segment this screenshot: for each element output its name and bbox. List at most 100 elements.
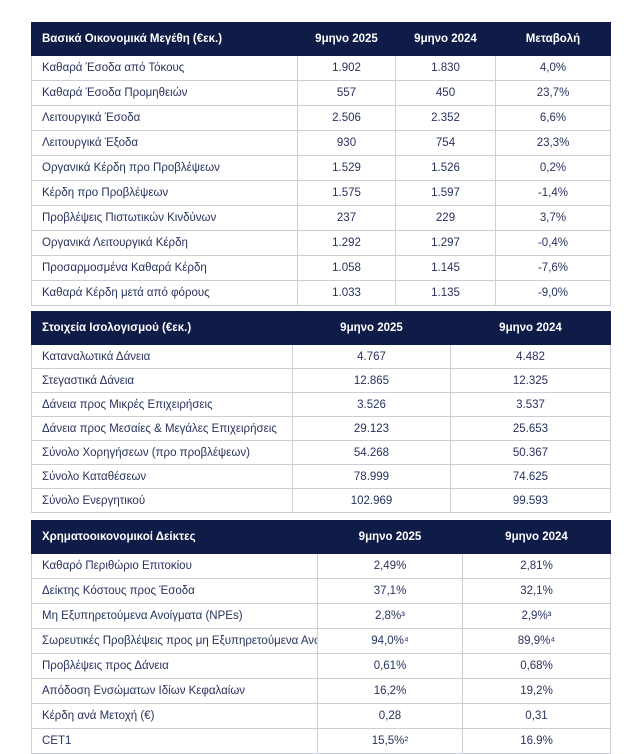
cell-9m2025: 37,1% — [317, 578, 463, 604]
row-label: Δάνεια προς Μεσαίες & Μεγάλες Επιχειρήσε… — [31, 416, 293, 441]
cell-9m2024: 16.9% — [462, 728, 611, 754]
table-row: Δείκτης Κόστους προς Έσοδα 37,1% 32,1% — [31, 578, 611, 604]
row-label: Προβλέψεις προς Δάνεια — [31, 653, 318, 679]
table-row: Στεγαστικά Δάνεια 12.865 12.325 — [31, 368, 611, 393]
cell-9m2025: 94,0%⁴ — [317, 628, 463, 654]
table-row: Σύνολο Ενεργητικού 102.969 99.593 — [31, 488, 611, 513]
cell-9m2025: 78.999 — [292, 464, 451, 489]
cell-9m2025: 12.865 — [292, 368, 451, 393]
row-label: Δείκτης Κόστους προς Έσοδα — [31, 578, 318, 604]
cell-9m2025: 2,49% — [317, 553, 463, 579]
table-row: CET1 15,5%² 16.9% — [31, 728, 611, 754]
table-row: Προβλέψεις Πιστωτικών Κινδύνων 237 229 3… — [31, 205, 611, 231]
table-spacer — [31, 513, 640, 520]
table-row: Καθαρά Έσοδα Προμηθειών 557 450 23,7% — [31, 80, 611, 106]
cell-9m2025: 0,61% — [317, 653, 463, 679]
row-label: Σύνολο Χορηγήσεων (προ προβλέψεων) — [31, 440, 293, 465]
row-label: Λειτουργικά Έσοδα — [31, 105, 298, 131]
cell-9m2024: 25.653 — [450, 416, 611, 441]
cell-9m2025: 54.268 — [292, 440, 451, 465]
row-label: Σύνολο Ενεργητικού — [31, 488, 293, 513]
cell-9m2024: 2,9%³ — [462, 603, 611, 629]
table-row: Λειτουργικά Έσοδα 2.506 2.352 6,6% — [31, 105, 611, 131]
cell-change: 4,0% — [495, 55, 611, 81]
cell-9m2024: 0,68% — [462, 653, 611, 679]
row-label: Σύνολο Καταθέσεων — [31, 464, 293, 489]
cell-9m2024: 1.526 — [395, 155, 496, 181]
table-title-financial-ratios: Χρηματοοικονομικοί Δείκτες — [31, 520, 318, 554]
cell-change: 23,7% — [495, 80, 611, 106]
cell-9m2025: 1.902 — [297, 55, 396, 81]
cell-9m2024: 2.352 — [395, 105, 496, 131]
cell-9m2025: 1.033 — [297, 280, 396, 306]
cell-9m2024: 450 — [395, 80, 496, 106]
column-header-9m2025: 9μηνο 2025 — [317, 520, 463, 554]
row-label: Οργανικά Λειτουργικά Κέρδη — [31, 230, 298, 256]
cell-9m2024: 2,81% — [462, 553, 611, 579]
row-label: Καθαρά Κέρδη μετά από φόρους — [31, 280, 298, 306]
cell-9m2024: 74.625 — [450, 464, 611, 489]
row-label: Δάνεια προς Μικρές Επιχειρήσεις — [31, 392, 293, 417]
table-row: Καθαρά Κέρδη μετά από φόρους 1.033 1.135… — [31, 280, 611, 306]
column-header-change: Μεταβολή — [495, 22, 611, 56]
cell-change: -1,4% — [495, 180, 611, 206]
column-header-9m2024: 9μηνο 2024 — [450, 311, 611, 345]
table-row: Δάνεια προς Μεσαίες & Μεγάλες Επιχειρήσε… — [31, 416, 611, 441]
cell-9m2025: 29.123 — [292, 416, 451, 441]
cell-9m2024: 12.325 — [450, 368, 611, 393]
cell-change: 0,2% — [495, 155, 611, 181]
table-balance-sheet: Στοιχεία Ισολογισμού (€εκ.) 9μηνο 2025 9… — [31, 311, 611, 513]
cell-change: 3,7% — [495, 205, 611, 231]
cell-9m2025: 1.058 — [297, 255, 396, 281]
table-row: Απόδοση Ενσώματων Ιδίων Κεφαλαίων 16,2% … — [31, 678, 611, 704]
column-header-9m2025: 9μηνο 2025 — [292, 311, 451, 345]
cell-9m2025: 2,8%³ — [317, 603, 463, 629]
cell-9m2025: 16,2% — [317, 678, 463, 704]
row-label: Καθαρά Έσοδα Προμηθειών — [31, 80, 298, 106]
row-label: Απόδοση Ενσώματων Ιδίων Κεφαλαίων — [31, 678, 318, 704]
cell-9m2024: 99.593 — [450, 488, 611, 513]
row-label: Καθαρά Έσοδα από Τόκους — [31, 55, 298, 81]
table-row: Κέρδη ανά Μετοχή (€) 0,28 0,31 — [31, 703, 611, 729]
table-row: Σωρευτικές Προβλέψεις προς μη Εξυπηρετού… — [31, 628, 611, 654]
table-financial-ratios: Χρηματοοικονομικοί Δείκτες 9μηνο 2025 9μ… — [31, 520, 611, 754]
cell-9m2024: 19,2% — [462, 678, 611, 704]
table-row: Κέρδη προ Προβλέψεων 1.575 1.597 -1,4% — [31, 180, 611, 206]
row-label: Οργανικά Κέρδη προ Προβλέψεων — [31, 155, 298, 181]
table-basic-financials: Βασικά Οικονομικά Μεγέθη (€εκ.) 9μηνο 20… — [31, 22, 611, 306]
cell-9m2025: 1.529 — [297, 155, 396, 181]
row-label: Προσαρμοσμένα Καθαρά Κέρδη — [31, 255, 298, 281]
cell-9m2024: 754 — [395, 130, 496, 156]
cell-9m2025: 15,5%² — [317, 728, 463, 754]
table-row: Καταναλωτικά Δάνεια 4.767 4.482 — [31, 344, 611, 369]
table-row: Καθαρά Έσοδα από Τόκους 1.902 1.830 4,0% — [31, 55, 611, 81]
cell-change: 23,3% — [495, 130, 611, 156]
cell-9m2025: 2.506 — [297, 105, 396, 131]
row-label: Μη Εξυπηρετούμενα Ανοίγματα (NPEs) — [31, 603, 318, 629]
table-row: Καθαρό Περιθώριο Επιτοκίου 2,49% 2,81% — [31, 553, 611, 579]
row-label: Στεγαστικά Δάνεια — [31, 368, 293, 393]
table-row: Οργανικά Κέρδη προ Προβλέψεων 1.529 1.52… — [31, 155, 611, 181]
cell-change: -9,0% — [495, 280, 611, 306]
row-label: CET1 — [31, 728, 318, 754]
cell-9m2024: 4.482 — [450, 344, 611, 369]
cell-9m2025: 1.575 — [297, 180, 396, 206]
row-label: Καθαρό Περιθώριο Επιτοκίου — [31, 553, 318, 579]
cell-9m2024: 1.597 — [395, 180, 496, 206]
table-header-row: Στοιχεία Ισολογισμού (€εκ.) 9μηνο 2025 9… — [31, 311, 611, 345]
row-label: Καταναλωτικά Δάνεια — [31, 344, 293, 369]
table-title-basic-financials: Βασικά Οικονομικά Μεγέθη (€εκ.) — [31, 22, 298, 56]
cell-9m2025: 102.969 — [292, 488, 451, 513]
table-row: Οργανικά Λειτουργικά Κέρδη 1.292 1.297 -… — [31, 230, 611, 256]
cell-9m2025: 3.526 — [292, 392, 451, 417]
table-row: Σύνολο Χορηγήσεων (προ προβλέψεων) 54.26… — [31, 440, 611, 465]
cell-9m2024: 50.367 — [450, 440, 611, 465]
cell-9m2025: 930 — [297, 130, 396, 156]
cell-change: 6,6% — [495, 105, 611, 131]
row-label: Λειτουργικά Έξοδα — [31, 130, 298, 156]
table-header-row: Βασικά Οικονομικά Μεγέθη (€εκ.) 9μηνο 20… — [31, 22, 611, 56]
cell-9m2024: 3.537 — [450, 392, 611, 417]
row-label: Σωρευτικές Προβλέψεις προς μη Εξυπηρετού… — [31, 628, 318, 654]
table-title-balance-sheet: Στοιχεία Ισολογισμού (€εκ.) — [31, 311, 293, 345]
